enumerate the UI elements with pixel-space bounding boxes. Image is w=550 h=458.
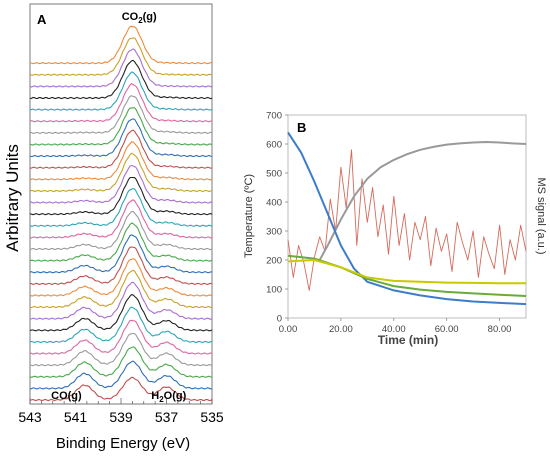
spectrum-line-29 [29, 37, 213, 76]
spectrum-line-4 [29, 332, 213, 367]
spectrum-line-22 [29, 118, 213, 158]
spectrum-line-5 [29, 319, 213, 355]
panel-b-y-tick-label: 700 [266, 111, 282, 122]
panel-a-x-tick-label: 539 [109, 409, 133, 425]
panel-b-y-ticks: 0 100 200 300 400 500 600 700 [266, 111, 288, 325]
panel-a: 543 541 539 537 535 A Binding Energy (eV) Ar… [3, 3, 224, 452]
panel-b-series-line-2 [318, 141, 527, 261]
panel-b: 0 100 200 300 400 500 600 700 0.00 20.00 40.00 60.… [243, 111, 547, 348]
panel-b-x-tick-label: 20.00 [329, 324, 353, 335]
panel-b-y-tick-label: 600 [266, 140, 282, 151]
panel-a-x-axis-label: Binding Energy (eV) [56, 435, 190, 452]
spectrum-line-24 [29, 95, 213, 134]
panel-b-series [287, 131, 527, 306]
panel-b-series-line-5 [287, 149, 527, 291]
spectrum-line-21 [30, 129, 213, 169]
spectrum-line-3 [29, 346, 213, 378]
spectrum-line-17 [29, 176, 213, 216]
panel-b-x-tick-label: 60.00 [435, 324, 459, 335]
panel-a-x-tick-label: 535 [200, 409, 224, 425]
panel-b-x-tick-label: 80.00 [488, 324, 512, 335]
panel-b-y-tick-label: 300 [266, 227, 282, 238]
spectrum-line-14 [29, 210, 213, 251]
spectrum-line-20 [29, 141, 213, 181]
spectrum-line-13 [29, 222, 213, 262]
panel-b-label: B [297, 120, 306, 135]
panel-b-y-tick-label: 200 [266, 256, 282, 267]
panel-a-spectra [29, 25, 213, 402]
panel-b-x-tick-label: 0.00 [279, 324, 298, 335]
spectrum-line-27 [29, 59, 213, 100]
panel-b-y-axis-label: Temperature (ºC) [243, 174, 255, 258]
panel-b-series-line-3 [287, 259, 526, 285]
spectrum-line-6 [29, 306, 213, 344]
panel-b-y-tick-label: 500 [266, 169, 282, 180]
panel-b-y-tick-label: 0 [277, 314, 282, 325]
panel-a-x-tick-label: 543 [18, 409, 42, 425]
panel-a-annotation: CO2(g) [122, 11, 157, 25]
panel-b-series-line-1 [287, 131, 527, 306]
panel-a-annotation: H2O(g) [151, 390, 186, 404]
spectrum-line-16 [29, 188, 213, 227]
panel-b-y-tick-label: 100 [266, 285, 282, 296]
spectrum-line-10 [29, 258, 213, 297]
spectrum-line-2 [29, 360, 213, 390]
spectrum-line-15 [29, 199, 212, 239]
panel-b-x-ticks: 0.00 20.00 40.00 60.00 80.00 [279, 318, 512, 335]
spectrum-line-26 [29, 71, 213, 111]
panel-a-label: A [37, 12, 47, 27]
panel-a-annotation: CO(g) [51, 390, 82, 402]
spectrum-line-1 [29, 376, 213, 402]
panel-a-x-tick-label: 541 [64, 409, 88, 425]
panel-a-x-ticks: 543 541 539 537 535 [18, 398, 224, 425]
panel-b-x-axis-label: Time (min) [378, 333, 438, 347]
spectrum-line-23 [29, 107, 213, 146]
spectrum-line-12 [29, 234, 213, 274]
panel-b-y-tick-label: 400 [266, 198, 282, 209]
spectrum-line-25 [29, 83, 213, 123]
spectrum-line-19 [29, 152, 213, 193]
spectrum-line-28 [29, 48, 213, 88]
panel-b-plot-frame [287, 114, 527, 319]
spectrum-line-9 [29, 269, 213, 309]
spectrum-line-11 [29, 246, 213, 285]
spectrum-line-18 [29, 164, 213, 204]
spectrum-line-8 [29, 281, 213, 320]
panel-b-y2-axis-label: MS signal (a.u.) [535, 177, 547, 254]
panel-b-x-tick-label: 40.00 [382, 324, 406, 335]
spectrum-line-30 [29, 25, 213, 65]
spectrum-line-7 [29, 294, 213, 332]
panel-a-y-axis-label: Arbitrary Units [3, 144, 22, 252]
panel-a-x-tick-label: 537 [155, 409, 179, 425]
